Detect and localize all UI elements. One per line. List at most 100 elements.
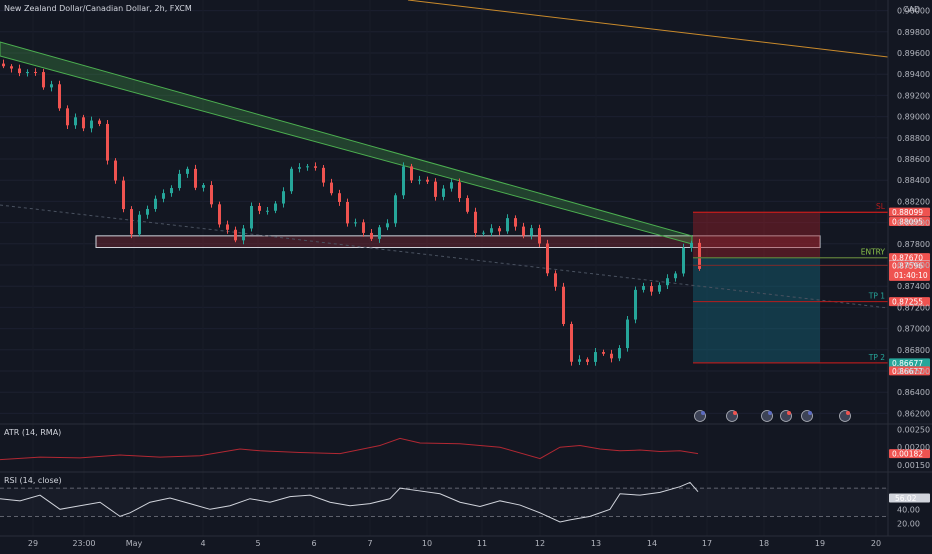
stop-loss-zone	[693, 212, 820, 258]
y-tick-label: 0.87400	[897, 282, 930, 291]
bullish-candle	[402, 166, 405, 196]
x-tick-label: 7	[367, 539, 372, 548]
y-tick-label: 0.89400	[897, 70, 930, 79]
bullish-candle	[50, 84, 53, 88]
bearish-candle	[66, 108, 69, 126]
bearish-candle	[258, 205, 261, 211]
atr-line	[0, 437, 699, 461]
price-tag	[889, 366, 930, 376]
y-tick-label: 0.87800	[897, 240, 930, 249]
bearish-candle	[122, 180, 125, 210]
rsi-tick-label: 20.00	[897, 519, 920, 528]
price-tag-text: 0.87255	[892, 298, 923, 307]
x-tick-label: 29	[28, 539, 38, 548]
bullish-candle	[154, 198, 157, 209]
y-tick-label: 0.89800	[897, 28, 930, 37]
level-label: ENTRY	[861, 248, 886, 257]
price-tag-text: 0.88095	[892, 218, 923, 227]
bullish-candle	[578, 359, 581, 362]
bullish-candle	[634, 289, 637, 320]
x-tick-label: 20	[871, 539, 881, 548]
y-tick-label: 0.88600	[897, 155, 930, 164]
bullish-candle	[170, 188, 173, 194]
y-tick-label: 0.86200	[897, 409, 930, 418]
bearish-candle	[602, 352, 605, 354]
price-tag-text: 0.87596	[892, 261, 923, 270]
bullish-candle	[178, 173, 181, 189]
atr-value: 0.00182	[892, 450, 923, 459]
rsi-title: RSI (14, close)	[4, 476, 62, 485]
bullish-candle	[202, 185, 205, 188]
bullish-candle	[386, 223, 389, 228]
bullish-candle	[74, 117, 77, 126]
bullish-candle	[666, 278, 669, 286]
y-tick-label: 0.87200	[897, 303, 930, 312]
rsi-value: 56.02	[895, 494, 917, 503]
bullish-candle	[162, 193, 165, 199]
bullish-candle	[626, 319, 629, 349]
bullish-candle	[594, 352, 597, 362]
bearish-candle	[314, 166, 317, 168]
x-tick-label: 14	[647, 539, 657, 548]
bearish-candle	[10, 66, 13, 69]
bullish-candle	[90, 120, 93, 129]
bearish-candle	[426, 179, 429, 182]
x-tick-label: 6	[311, 539, 316, 548]
event-dot	[768, 411, 772, 415]
y-tick-label: 0.86600	[897, 367, 930, 376]
rsi-line	[0, 481, 699, 523]
bearish-candle	[362, 222, 365, 233]
bearish-candle	[42, 72, 45, 88]
price-tag	[889, 260, 930, 281]
x-tick-label: 23:00	[72, 539, 95, 548]
atr-pane: 0.00182	[0, 437, 930, 461]
level-label: TP 1	[868, 292, 885, 301]
y-tick-label: 0.88400	[897, 176, 930, 185]
bullish-candle	[354, 222, 357, 224]
bearish-candle	[522, 226, 525, 236]
bearish-candle	[106, 123, 109, 161]
rsi-tick-label: 40.00	[897, 505, 920, 514]
bearish-candle	[130, 209, 133, 235]
trade-zones	[95, 212, 821, 363]
bearish-candle	[498, 228, 501, 232]
bullish-candle	[394, 195, 397, 224]
atr-title: ATR (14, RMA)	[4, 428, 61, 437]
bullish-candle	[482, 232, 485, 234]
target-zone	[693, 257, 820, 363]
rsi-value-tag	[889, 493, 930, 503]
bullish-candle	[266, 210, 269, 212]
price-tag-text: 0.88099	[892, 208, 923, 217]
bullish-candle	[418, 179, 421, 181]
bullish-candle	[138, 214, 141, 235]
bullish-candle	[186, 168, 189, 174]
bearish-candle	[218, 204, 221, 225]
long-trendline	[407, 0, 889, 58]
bearish-candle	[82, 117, 85, 129]
bullish-candle	[274, 203, 277, 211]
bearish-candle	[234, 229, 237, 241]
bullish-candle	[378, 227, 381, 239]
bullish-candle	[642, 286, 645, 290]
bearish-candle	[410, 166, 413, 181]
level-label: TP 2	[868, 353, 885, 362]
grid	[0, 10, 888, 414]
bullish-candle	[618, 348, 621, 359]
bearish-candle	[2, 63, 5, 67]
x-tick-label: 11	[477, 539, 487, 548]
price-tag	[889, 253, 930, 263]
rsi-pane: 56.02	[0, 481, 930, 523]
bullish-candle	[26, 71, 29, 74]
bearish-candle	[698, 242, 701, 269]
bullish-candle	[682, 247, 685, 274]
x-tick-label: May	[126, 539, 143, 548]
bullish-candle	[674, 273, 677, 279]
bearish-candle	[610, 353, 613, 359]
bearish-candle	[538, 228, 541, 244]
y-tick-label: 0.87600	[897, 261, 930, 270]
bullish-candle	[658, 285, 661, 292]
y-tick-label: 0.90000	[897, 7, 930, 16]
